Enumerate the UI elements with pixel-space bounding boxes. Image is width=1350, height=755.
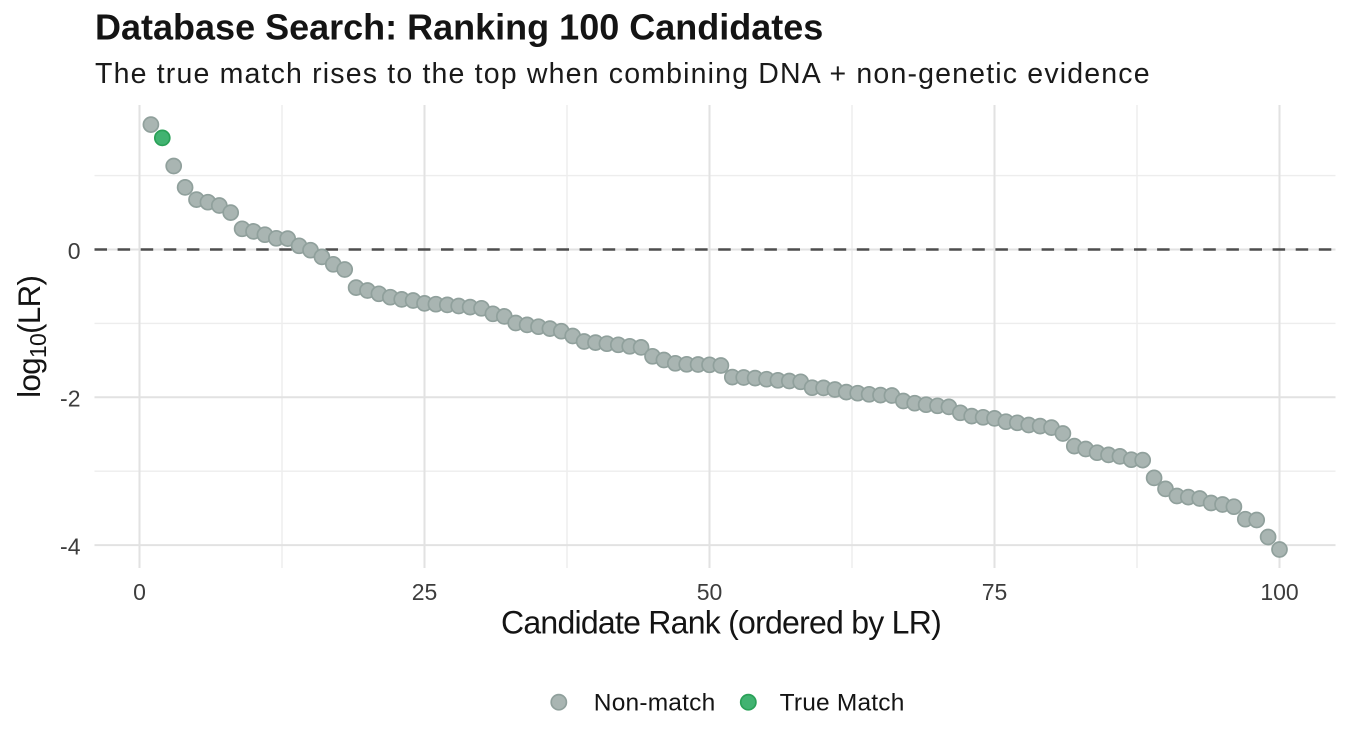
svg-text:0: 0 xyxy=(68,238,81,264)
svg-text:25: 25 xyxy=(412,579,438,605)
svg-text:0: 0 xyxy=(133,579,146,605)
svg-text:Non-match: Non-match xyxy=(594,690,716,717)
svg-text:Candidate Rank (ordered by LR): Candidate Rank (ordered by LR) xyxy=(501,604,941,640)
svg-text:log10(LR): log10(LR) xyxy=(11,276,51,398)
svg-text:50: 50 xyxy=(697,579,723,605)
svg-text:75: 75 xyxy=(982,579,1008,605)
svg-text:The true match rises to the to: The true match rises to the top when com… xyxy=(95,58,1151,90)
svg-text:-4: -4 xyxy=(60,533,81,559)
svg-text:-2: -2 xyxy=(60,386,80,412)
svg-text:100: 100 xyxy=(1260,579,1298,605)
svg-text:Database Search: Ranking 100 C: Database Search: Ranking 100 Candidates xyxy=(95,7,823,48)
svg-text:True Match: True Match xyxy=(780,690,905,717)
